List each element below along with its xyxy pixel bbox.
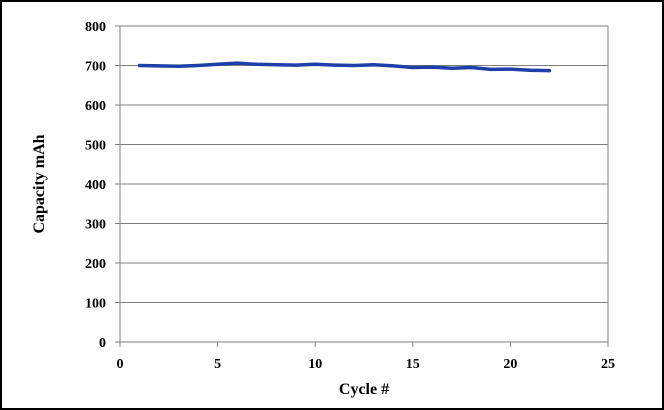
data-point (216, 62, 220, 66)
data-point (411, 65, 415, 70)
x-tick-label: 0 (117, 357, 124, 372)
data-point (255, 62, 259, 66)
x-tick-label: 20 (503, 357, 517, 372)
x-tick-label: 25 (601, 357, 615, 372)
data-point (196, 63, 200, 68)
data-point (508, 67, 512, 71)
data-point (235, 61, 239, 65)
data-point (489, 67, 493, 72)
y-tick-label: 700 (85, 60, 106, 75)
y-tick-label: 600 (85, 99, 106, 114)
y-tick-label: 300 (85, 218, 106, 233)
data-point (391, 64, 395, 68)
data-point (137, 63, 142, 68)
data-point (176, 64, 181, 68)
data-point (450, 66, 454, 70)
data-point (352, 63, 356, 68)
data-point (274, 63, 278, 67)
data-point (430, 65, 434, 69)
data-point (333, 63, 337, 67)
x-axis-title: Cycle # (339, 381, 389, 398)
x-tick-label: 15 (406, 357, 420, 372)
data-point (372, 63, 376, 67)
y-tick-label: 500 (85, 139, 106, 154)
data-point (469, 65, 473, 70)
data-point (528, 68, 532, 72)
data-point (294, 63, 298, 67)
y-tick-label: 0 (99, 336, 106, 351)
y-axis-title: Capacity mAh (31, 134, 48, 233)
data-point (547, 69, 552, 73)
data-point (157, 64, 161, 68)
data-point (313, 62, 317, 66)
series-group (137, 61, 552, 73)
x-tick-label: 5 (214, 357, 221, 372)
y-tick-label: 800 (85, 20, 106, 35)
x-axis-ticks: 0 5 10 15 20 25 (117, 342, 615, 372)
y-tick-label: 200 (85, 257, 106, 272)
series-line-0 (137, 61, 552, 73)
y-tick-label: 400 (85, 178, 106, 193)
x-tick-label: 10 (308, 357, 322, 372)
y-axis-ticks: 0 100 200 300 400 500 600 700 800 (85, 20, 120, 351)
y-tick-label: 100 (85, 297, 106, 312)
